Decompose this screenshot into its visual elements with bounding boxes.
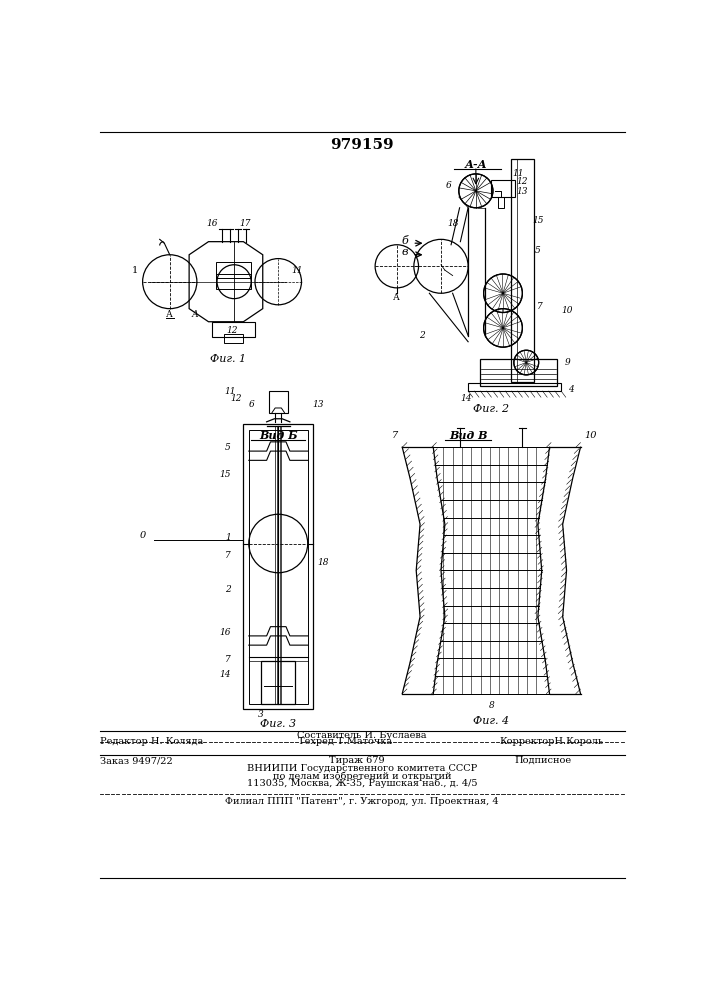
Text: А: А xyxy=(191,310,198,319)
Text: 5: 5 xyxy=(225,443,230,452)
Text: 1: 1 xyxy=(132,266,138,275)
Text: Фиг. 4: Фиг. 4 xyxy=(473,716,510,726)
Text: 15: 15 xyxy=(220,470,231,479)
Text: 12: 12 xyxy=(517,177,528,186)
Text: А: А xyxy=(166,310,173,319)
Text: 14: 14 xyxy=(220,670,231,679)
Text: 7: 7 xyxy=(225,654,230,664)
Text: 6: 6 xyxy=(446,181,452,190)
Text: 2: 2 xyxy=(419,331,424,340)
Text: 9: 9 xyxy=(564,358,571,367)
Text: 17: 17 xyxy=(239,219,251,228)
Text: Филиал ППП "Патент", г. Ужгород, ул. Проектная, 4: Филиал ППП "Патент", г. Ужгород, ул. Про… xyxy=(225,797,498,806)
Text: Техред Т.Маточка: Техред Т.Маточка xyxy=(298,737,392,746)
Text: КорректорН.Король: КорректорН.Король xyxy=(499,737,603,746)
Bar xyxy=(216,262,251,278)
Text: 1: 1 xyxy=(225,533,230,542)
Bar xyxy=(269,391,288,413)
Text: 7: 7 xyxy=(392,431,397,440)
Text: 8: 8 xyxy=(489,701,494,710)
Text: Тираж 679: Тираж 679 xyxy=(329,756,384,765)
Text: 11: 11 xyxy=(224,387,236,396)
Text: 10: 10 xyxy=(584,431,597,440)
Bar xyxy=(468,383,561,391)
Text: 12: 12 xyxy=(230,394,241,403)
Bar xyxy=(243,424,313,709)
Bar xyxy=(491,180,515,197)
Text: 18: 18 xyxy=(317,558,329,567)
Text: 4: 4 xyxy=(568,385,574,394)
Text: 16: 16 xyxy=(220,628,231,637)
Text: 0: 0 xyxy=(139,531,146,540)
Bar xyxy=(249,430,308,704)
Text: 3: 3 xyxy=(258,710,264,719)
Text: Вид Б: Вид Б xyxy=(259,430,298,441)
Text: 5: 5 xyxy=(535,246,541,255)
Text: в: в xyxy=(402,247,408,257)
Text: 113035, Москва, Ж-35, Раушская наб., д. 4/5: 113035, Москва, Ж-35, Раушская наб., д. … xyxy=(247,779,477,788)
Text: Подписное: Подписное xyxy=(515,756,572,765)
Text: 15: 15 xyxy=(532,216,544,225)
Text: 7: 7 xyxy=(225,551,230,560)
Text: б: б xyxy=(401,236,408,246)
Text: 13: 13 xyxy=(312,400,325,409)
Text: 10: 10 xyxy=(561,306,573,315)
Bar xyxy=(216,274,251,289)
Bar xyxy=(224,334,243,343)
Text: Фиг. 2: Фиг. 2 xyxy=(473,404,510,414)
Text: Заказ 9497/22: Заказ 9497/22 xyxy=(100,756,173,765)
Bar xyxy=(212,322,255,337)
Text: 6: 6 xyxy=(248,400,254,409)
Text: Составитель И. Буслаева: Составитель И. Буслаева xyxy=(297,732,427,740)
Text: 11: 11 xyxy=(513,169,525,178)
Bar xyxy=(510,158,534,382)
Text: Редактор Н. Коляда: Редактор Н. Коляда xyxy=(100,737,203,746)
Text: А: А xyxy=(393,293,400,302)
Text: 12: 12 xyxy=(226,326,238,335)
Text: по делам изобретений и открытий: по делам изобретений и открытий xyxy=(273,771,451,781)
Text: 2: 2 xyxy=(225,585,230,594)
Text: Фиг. 3: Фиг. 3 xyxy=(260,719,296,729)
Text: Фиг. 1: Фиг. 1 xyxy=(210,354,246,364)
Text: 18: 18 xyxy=(447,219,458,228)
Text: 14: 14 xyxy=(460,394,472,403)
Bar xyxy=(498,197,504,208)
Text: А-А: А-А xyxy=(464,159,487,170)
Text: ВНИИПИ Государственного комитета СССР: ВНИИПИ Государственного комитета СССР xyxy=(247,764,477,773)
Bar xyxy=(480,359,557,386)
Text: 13: 13 xyxy=(517,187,528,196)
Text: 7: 7 xyxy=(537,302,543,311)
Text: 979159: 979159 xyxy=(330,138,394,152)
Text: 11: 11 xyxy=(292,266,303,275)
Text: Вид В: Вид В xyxy=(449,430,487,441)
Bar xyxy=(261,661,296,704)
Text: 16: 16 xyxy=(206,219,218,228)
